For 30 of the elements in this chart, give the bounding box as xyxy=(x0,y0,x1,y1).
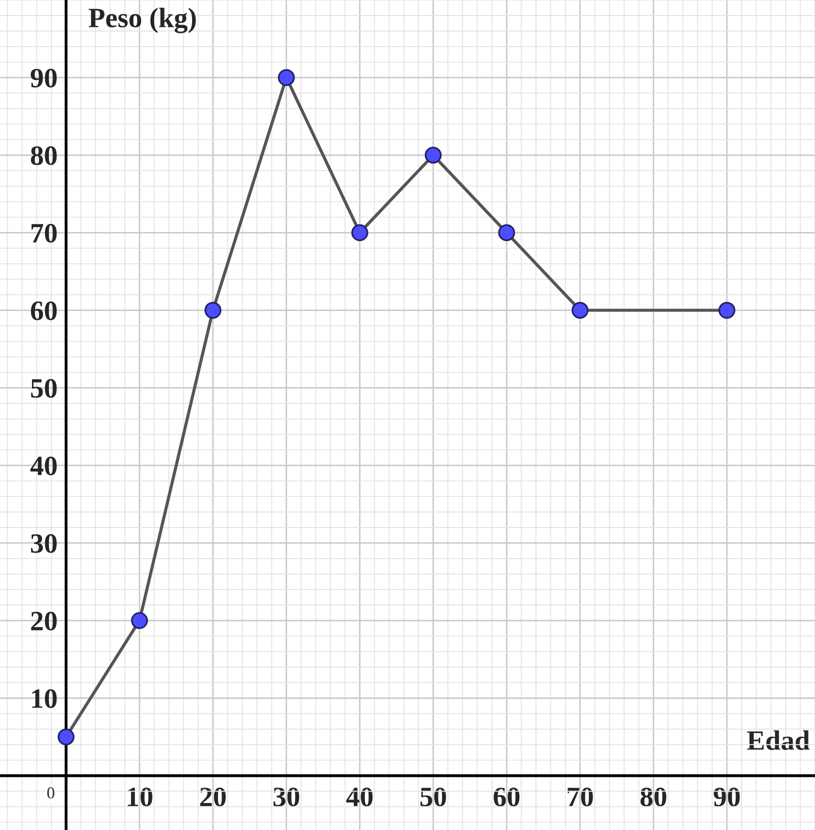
y-tick-label: 20 xyxy=(31,612,57,630)
y-tick-label: 80 xyxy=(30,146,57,166)
y-tick-label: 50 xyxy=(31,379,57,398)
point xyxy=(718,302,736,319)
x-axis-title: Edad xyxy=(747,730,810,750)
x-tick-label: 10 xyxy=(128,788,152,806)
point xyxy=(204,302,222,319)
point xyxy=(131,612,148,630)
y-tick-label: 70 xyxy=(32,224,57,243)
y-tick-label: 60 xyxy=(30,301,57,320)
x-tick-label: 40 xyxy=(346,788,373,806)
point xyxy=(572,302,588,319)
y-axis-title: Peso (kg) xyxy=(88,8,196,34)
x-tick-label: 80 xyxy=(640,788,666,806)
x-tick-label: 20 xyxy=(200,788,226,806)
y-tick-label: 90 xyxy=(30,68,57,88)
point xyxy=(424,146,442,164)
point xyxy=(58,728,75,746)
point xyxy=(278,69,295,86)
x-tick-label: 90 xyxy=(714,788,740,806)
x-tick-label: 30 xyxy=(274,788,300,806)
point xyxy=(351,224,368,242)
y-tick-label: 30 xyxy=(31,534,57,553)
x-tick-label: 50 xyxy=(420,788,446,806)
point xyxy=(498,224,516,242)
x-tick-label: 60 xyxy=(494,788,520,806)
annotation: 0 xyxy=(47,787,54,799)
y-tick-label: 40 xyxy=(30,456,57,476)
x-tick-label: 70 xyxy=(568,788,593,806)
y-tick-label: 10 xyxy=(32,689,57,708)
